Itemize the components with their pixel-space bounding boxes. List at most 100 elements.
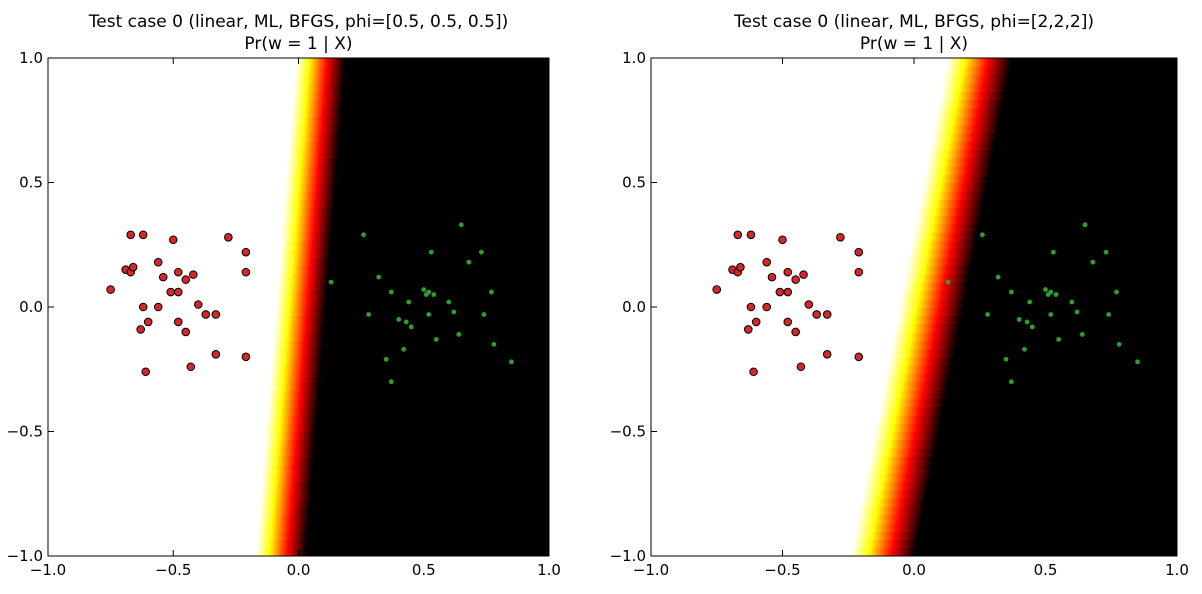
heatmap-cell	[318, 224, 322, 233]
class-1-point	[509, 359, 514, 365]
heatmap-cell	[307, 431, 311, 441]
heatmap-cell	[298, 315, 301, 325]
heatmap-cell	[295, 398, 298, 408]
heatmap-cell	[313, 390, 316, 399]
heatmap-cell	[927, 398, 931, 408]
heatmap-cell	[980, 149, 983, 159]
heatmap-cell	[256, 547, 259, 556]
heatmap-cell	[954, 290, 958, 300]
heatmap-cell	[892, 473, 896, 482]
heatmap-cell	[282, 456, 286, 466]
heatmap-cell	[905, 539, 909, 549]
heatmap-cell	[294, 174, 297, 184]
heatmap-cell	[957, 182, 961, 192]
heatmap-cell	[1008, 66, 1012, 76]
class-1-point	[361, 232, 367, 238]
heatmap-cell	[309, 431, 313, 441]
heatmap-cell	[277, 547, 280, 556]
heatmap-cell	[292, 356, 296, 366]
heatmap-cell	[935, 273, 939, 283]
heatmap-cell	[297, 157, 300, 167]
heatmap-cell	[962, 282, 965, 291]
heatmap-cell	[317, 99, 320, 109]
heatmap-cell	[283, 257, 287, 267]
heatmap-cell	[289, 323, 293, 333]
heatmap-cell	[959, 232, 963, 242]
heatmap-cell	[324, 199, 328, 208]
heatmap-cell	[905, 406, 909, 416]
heatmap-cell	[890, 381, 893, 391]
heatmap-cell	[975, 58, 979, 67]
heatmap-cell	[936, 174, 940, 184]
class-0-point	[143, 317, 153, 327]
heatmap-cell	[315, 141, 319, 150]
heatmap-cell	[958, 323, 961, 333]
heatmap-cell	[290, 340, 293, 350]
heatmap-cell	[320, 199, 324, 208]
heatmap-cell	[312, 307, 315, 316]
heatmap-cell	[297, 199, 301, 208]
heatmap-cell	[311, 240, 315, 250]
heatmap-cell	[897, 331, 901, 341]
heatmap-cell	[911, 273, 914, 283]
heatmap-cell	[304, 547, 307, 556]
heatmap-cell	[950, 257, 954, 267]
heatmap-cell	[950, 82, 954, 92]
heatmap-cell	[861, 506, 865, 516]
heatmap-cell	[283, 423, 287, 433]
heatmap-cell	[322, 232, 325, 242]
heatmap-cell	[880, 423, 883, 433]
heatmap-cell	[984, 157, 988, 167]
heatmap-cell	[910, 348, 914, 358]
heatmap-cell	[928, 207, 931, 217]
heatmap-cell	[300, 473, 304, 482]
heatmap-cell	[980, 66, 983, 76]
heatmap-cell	[879, 497, 883, 507]
heatmap-cell	[914, 464, 918, 474]
heatmap-cell	[288, 414, 291, 424]
heatmap-cell	[937, 240, 941, 250]
heatmap-cell	[314, 58, 318, 67]
heatmap-cell	[317, 265, 321, 275]
heatmap-cell	[927, 199, 931, 208]
heatmap-cell	[918, 514, 922, 524]
heatmap-cell	[287, 539, 291, 549]
heatmap-cell	[1010, 58, 1013, 67]
heatmap-cell	[302, 356, 305, 366]
heatmap-cell	[298, 141, 302, 150]
heatmap-cell	[330, 132, 333, 142]
heatmap-cell	[939, 190, 943, 200]
heatmap-cell	[918, 348, 922, 358]
heatmap-cell	[286, 390, 289, 399]
heatmap-cell	[935, 356, 939, 366]
heatmap-cell	[286, 190, 290, 200]
heatmap-cell	[275, 406, 278, 416]
heatmap-cell	[986, 116, 990, 125]
heatmap-cell	[961, 190, 965, 200]
heatmap-cell	[853, 539, 856, 549]
heatmap-cell	[983, 182, 987, 192]
heatmap-cell	[321, 215, 325, 225]
heatmap-cell	[936, 340, 940, 350]
heatmap-cell	[947, 356, 951, 366]
class-0-point	[746, 230, 756, 240]
heatmap-cell	[304, 406, 307, 416]
heatmap-cell	[917, 406, 921, 416]
heatmap-cell	[262, 522, 265, 532]
heatmap-cell	[288, 224, 291, 233]
heatmap-cell	[283, 473, 286, 482]
heatmap-cell	[1000, 74, 1004, 84]
heatmap-cell	[876, 464, 879, 474]
heatmap-cell	[893, 373, 897, 383]
heatmap-cell	[878, 464, 881, 474]
heatmap-cell	[942, 248, 946, 258]
heatmap-cell	[921, 398, 924, 408]
heatmap-cell	[299, 323, 302, 333]
heatmap-cell	[977, 141, 981, 150]
heatmap-cell	[923, 265, 926, 275]
heatmap-cell	[957, 215, 960, 225]
heatmap-cell	[923, 282, 927, 291]
heatmap-cell	[295, 224, 299, 233]
heatmap-cell	[929, 265, 932, 275]
heatmap-cell	[291, 257, 294, 267]
